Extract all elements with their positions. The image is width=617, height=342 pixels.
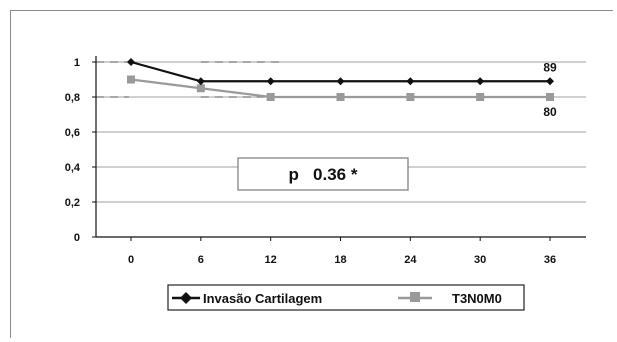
annotation-box <box>237 157 409 191</box>
x-tick-label: 6 <box>198 254 204 266</box>
x-tick-label: 30 <box>474 254 486 266</box>
axes <box>92 56 586 241</box>
data-point-1 <box>476 93 485 101</box>
legend-label-t3n0m0: T3N0M0 <box>452 291 502 306</box>
tick-labels: 0 0,2 0,4 0,6 0,8 1 0 6 12 18 24 30 36 80 89 <box>65 57 557 266</box>
x-tick-label: 24 <box>404 254 417 266</box>
data-label-end-1: 80 <box>543 105 557 119</box>
data-point-0 <box>546 77 554 86</box>
p-value-annotation: p 0.36 * <box>237 157 409 191</box>
data-point-0 <box>406 77 415 86</box>
x-tick-label: 12 <box>265 254 277 266</box>
data-point-0 <box>127 58 135 66</box>
annotation-text: p 0.36 * <box>289 165 358 184</box>
data-point-0 <box>266 77 275 86</box>
data-point-1 <box>336 93 345 101</box>
reference-lines <box>96 61 281 98</box>
data-point-0 <box>476 77 485 86</box>
legend-label-invasao: Invasão Cartilagem <box>203 291 322 306</box>
chart-frame <box>10 10 613 338</box>
legend-item-invasao: Invasão Cartilagem <box>172 291 322 306</box>
y-tick-label: 0 <box>74 232 80 244</box>
x-tick-label: 36 <box>544 254 556 266</box>
data-point-0 <box>336 77 345 86</box>
x-tick-label: 18 <box>334 254 346 266</box>
y-tick-label: 0,6 <box>65 127 80 139</box>
legend-item-t3n0m0: T3N0M0 <box>398 291 502 306</box>
y-tick-label: 0,8 <box>65 92 80 104</box>
y-tick-label: 0,2 <box>65 197 80 209</box>
data-label-end-0: 89 <box>543 60 557 74</box>
y-tick-label: 0,4 <box>65 162 81 174</box>
data-point-1 <box>406 93 415 101</box>
series-layer <box>127 58 554 101</box>
y-tick-label: 1 <box>74 57 80 69</box>
data-point-0 <box>196 77 205 86</box>
legend-box <box>167 284 525 311</box>
data-point-1 <box>127 75 135 84</box>
data-point-1 <box>266 93 275 101</box>
legend-marker-square-icon <box>410 292 420 302</box>
legend: Invasão Cartilagem T3N0M0 <box>167 284 525 311</box>
data-point-1 <box>546 93 554 101</box>
x-tick-label: 0 <box>128 254 134 266</box>
data-point-1 <box>196 84 205 93</box>
legend-marker-diamond-icon <box>180 292 192 304</box>
